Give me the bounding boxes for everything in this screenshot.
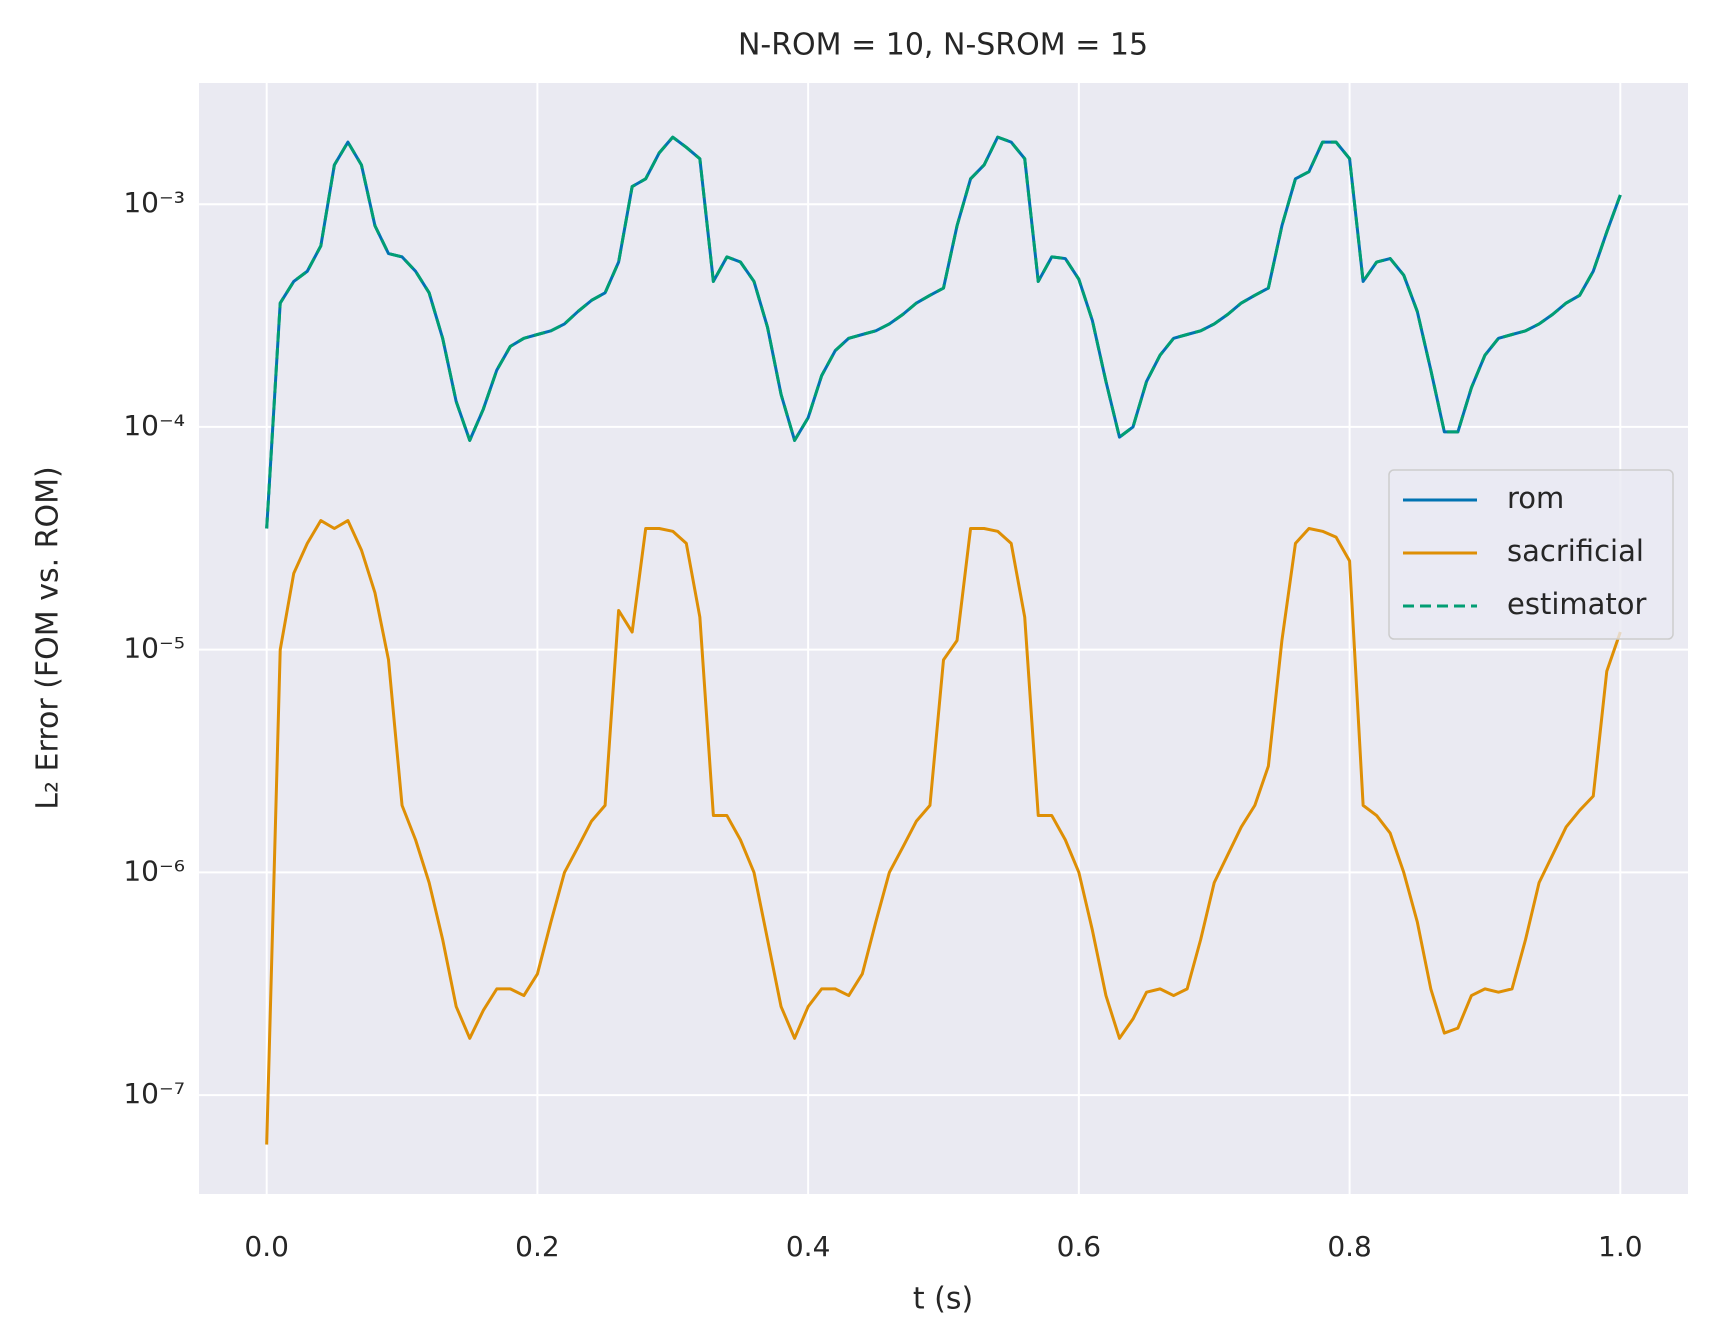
x-tick-label: 1.0 (1598, 1230, 1643, 1263)
legend-label: estimator (1507, 587, 1647, 621)
series-line (265, 135, 1622, 529)
y-tick-label: 10⁻⁷ (123, 1077, 185, 1110)
legend-box (1388, 469, 1674, 640)
y-tick-label: 10⁻⁵ (123, 632, 185, 665)
y-tick-label: 10⁻⁶ (123, 854, 185, 887)
x-tick-label: 0.8 (1327, 1230, 1372, 1263)
series-line (265, 519, 1622, 1145)
y-tick-label: 10⁻⁴ (123, 409, 185, 442)
y-axis-label: L₂ Error (FOM vs. ROM) (31, 466, 66, 809)
x-tick-label: 0.4 (786, 1230, 831, 1263)
plot-lines (265, 135, 1622, 1145)
chart-title: N-ROM = 10, N-SROM = 15 (738, 28, 1148, 63)
x-tick-label: 0.0 (244, 1230, 289, 1263)
legend-label: rom (1507, 481, 1564, 515)
y-tick-label: 10⁻³ (123, 186, 185, 219)
x-axis-label: t (s) (913, 1282, 973, 1317)
legend-label: sacrificial (1507, 534, 1644, 568)
x-tick-label: 0.2 (515, 1230, 560, 1263)
x-tick-label: 0.6 (1057, 1230, 1102, 1263)
